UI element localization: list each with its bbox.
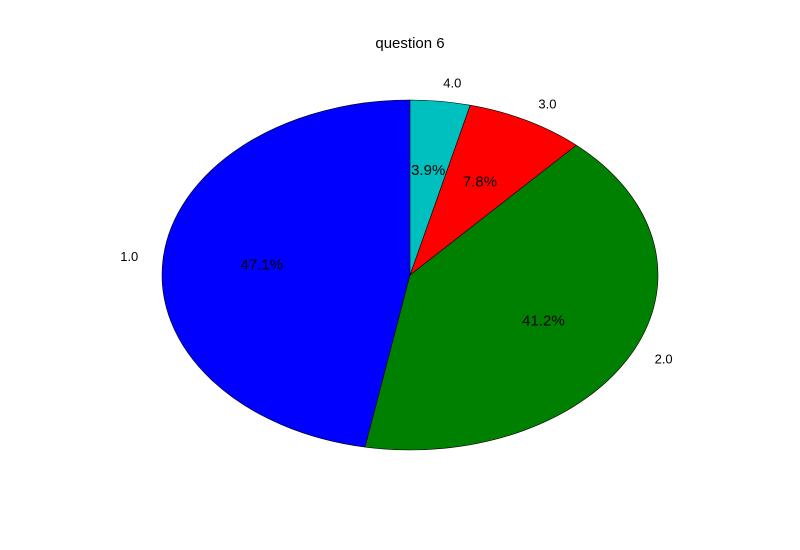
pie-slice-1-0 (161, 99, 411, 448)
slice-label-1-0: 1.0 (120, 249, 138, 264)
pie-slice-2-0 (364, 144, 659, 451)
pie-slice-3-0 (409, 104, 577, 276)
slice-label-3-0: 3.0 (538, 97, 556, 112)
pie-slice-4-0 (409, 99, 471, 276)
slice-label-4-0: 4.0 (443, 75, 461, 90)
slice-percent-2-0: 41.2% (522, 312, 565, 329)
slice-percent-4-0: 3.9% (411, 162, 445, 179)
slice-percent-1-0: 47.1% (241, 256, 284, 273)
slice-percent-3-0: 7.8% (463, 173, 497, 190)
pie-slices (161, 99, 659, 451)
slice-label-2-0: 2.0 (655, 352, 673, 367)
pie-labels: 1.0 47.1% 2.0 41.2% 3.0 7.8% 4.0 3.9% (120, 75, 672, 366)
chart-title: question 6 (375, 35, 444, 52)
